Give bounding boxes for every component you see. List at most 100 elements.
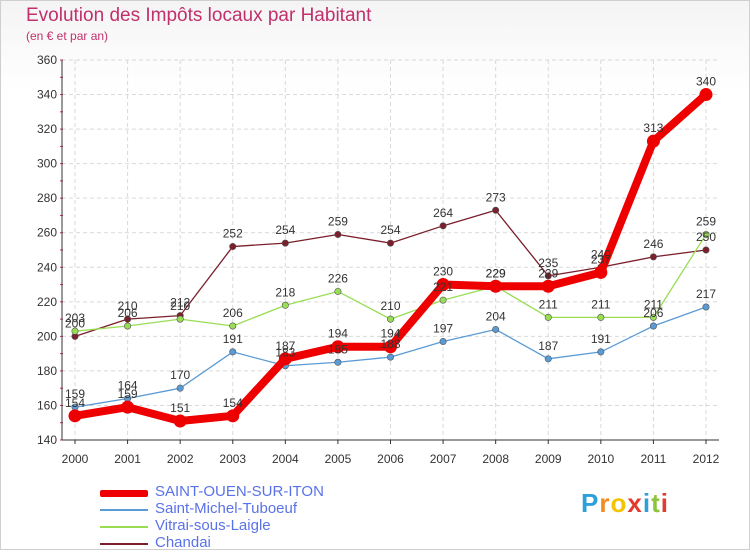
legend-label: SAINT-OUEN-SUR-ITON [155, 483, 324, 500]
data-label: 154 [65, 396, 85, 410]
y-tick-label: 300 [37, 157, 57, 171]
x-tick-label: 2002 [167, 452, 194, 466]
data-label: 197 [433, 322, 453, 336]
chart-subtitle: (en € et par an) [26, 29, 109, 43]
y-tick-label: 360 [37, 53, 57, 67]
data-label: 230 [433, 265, 453, 279]
data-label: 210 [170, 299, 190, 313]
data-label: 229 [538, 266, 558, 280]
x-tick-label: 2011 [641, 452, 667, 466]
data-label: 188 [380, 337, 400, 351]
data-point [594, 265, 608, 279]
data-point [649, 322, 657, 330]
data-label: 235 [538, 256, 558, 270]
data-label: 226 [328, 271, 348, 285]
x-tick-label: 2012 [693, 452, 720, 466]
data-point [281, 301, 289, 309]
data-label: 191 [591, 332, 611, 346]
data-label: 159 [118, 387, 138, 401]
y-tick-label: 260 [37, 226, 57, 240]
x-tick-label: 2004 [272, 452, 299, 466]
data-label: 211 [539, 297, 558, 311]
data-label: 264 [433, 206, 453, 220]
y-tick-label: 220 [37, 295, 57, 309]
legend-label: Vitrai-sous-Laigle [155, 517, 271, 534]
data-point [597, 313, 605, 321]
data-point [544, 313, 552, 321]
data-label: 151 [170, 401, 190, 415]
data-label: 259 [696, 214, 716, 228]
logo-letter: i [660, 488, 669, 518]
data-point [331, 340, 345, 354]
y-tick-label: 320 [37, 122, 57, 136]
data-label: 183 [275, 346, 295, 360]
data-point [699, 88, 713, 102]
legend-swatch [100, 526, 148, 528]
data-point [229, 322, 237, 330]
data-point [702, 303, 710, 311]
y-tick-label: 160 [37, 398, 57, 412]
data-label: 250 [696, 230, 716, 244]
data-point [229, 243, 237, 251]
data-point [544, 272, 552, 280]
data-label: 218 [275, 285, 295, 299]
legend-swatch [100, 490, 148, 497]
logo-letter: r [599, 488, 611, 518]
data-label: 159 [65, 387, 85, 401]
data-label: 187 [538, 339, 558, 353]
data-point [334, 358, 342, 366]
data-label: 240 [591, 247, 611, 261]
data-label: 229 [486, 266, 506, 280]
x-tick-label: 2010 [587, 452, 614, 466]
data-label: 237 [591, 252, 611, 266]
legend-label: Saint-Michel-Tuboeuf [155, 500, 298, 517]
data-point [646, 134, 660, 148]
data-label: 206 [223, 306, 243, 320]
legend-label: Chandai [155, 534, 211, 551]
data-point [281, 239, 289, 247]
data-point [597, 348, 605, 356]
legend-swatch [100, 509, 148, 511]
data-label: 212 [170, 296, 190, 310]
data-point [649, 253, 657, 261]
data-point [121, 400, 135, 414]
data-point [278, 352, 292, 366]
legend-swatch [100, 543, 148, 545]
y-tick-label: 140 [37, 433, 57, 447]
data-point [439, 338, 447, 346]
data-point [229, 348, 237, 356]
data-label: 187 [275, 339, 295, 353]
data-label: 170 [170, 368, 190, 382]
data-label: 194 [328, 327, 348, 341]
data-label: 185 [328, 342, 348, 356]
data-point [436, 278, 450, 292]
data-label: 217 [696, 287, 716, 301]
data-point [541, 279, 555, 293]
data-point [173, 414, 187, 428]
x-tick-label: 2007 [430, 452, 457, 466]
data-point [492, 206, 500, 214]
data-label: 211 [644, 297, 663, 311]
data-label: 164 [118, 379, 138, 393]
data-label: 191 [223, 332, 243, 346]
x-tick-label: 2008 [482, 452, 509, 466]
data-label: 210 [118, 299, 138, 313]
proxiti-logo: Proxiti [581, 488, 669, 519]
data-point [68, 409, 82, 423]
data-label: 154 [223, 396, 243, 410]
data-point [71, 327, 79, 335]
data-label: 203 [65, 311, 85, 325]
data-point [702, 246, 710, 254]
data-label: 194 [380, 327, 400, 341]
data-label: 210 [380, 299, 400, 313]
x-tick-label: 2001 [114, 452, 141, 466]
data-label: 313 [643, 121, 663, 135]
data-point [386, 239, 394, 247]
data-label: 340 [696, 75, 716, 89]
data-label: 206 [643, 306, 663, 320]
data-point [384, 340, 397, 354]
data-point [124, 315, 132, 323]
data-label: 246 [643, 237, 663, 251]
x-tick-label: 2005 [325, 452, 352, 466]
